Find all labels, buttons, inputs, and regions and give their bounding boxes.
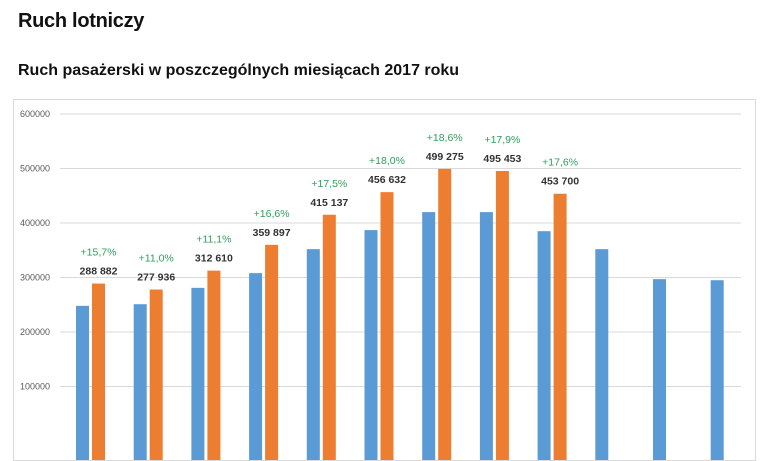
bar-previous-year bbox=[537, 231, 551, 460]
change-label: +18,6% bbox=[427, 132, 463, 144]
change-label: +18,0% bbox=[369, 155, 405, 167]
bar-current-year bbox=[265, 244, 279, 460]
y-tick-label: 300000 bbox=[20, 273, 50, 283]
bar-chart: 100000 200000 300000 400000 500000 600000 288 … bbox=[20, 109, 741, 460]
y-tick-label: 100000 bbox=[20, 382, 50, 392]
bar-current-year bbox=[380, 192, 394, 460]
bar-current-year bbox=[207, 270, 221, 460]
data-label: 415 137 bbox=[310, 197, 348, 209]
bar-previous-year bbox=[364, 230, 378, 460]
page-title: Ruch lotniczy bbox=[18, 10, 145, 32]
bar-previous-year bbox=[653, 279, 666, 460]
data-label: 453 700 bbox=[541, 176, 579, 188]
chart-container: 100000 200000 300000 400000 500000 600000 288 … bbox=[13, 99, 756, 461]
bar-previous-year bbox=[133, 304, 147, 460]
bar-current-year bbox=[149, 289, 163, 460]
change-label: +17,6% bbox=[542, 157, 578, 169]
bar-previous-year bbox=[76, 305, 89, 460]
change-label: +17,9% bbox=[484, 134, 520, 146]
y-tick-label: 200000 bbox=[20, 327, 50, 337]
bar-current-year bbox=[495, 170, 509, 460]
bar-previous-year bbox=[479, 212, 493, 460]
bar-current-year bbox=[438, 168, 452, 460]
bar-previous-year bbox=[191, 287, 205, 460]
bar-current-year bbox=[92, 283, 105, 460]
y-tick-label: 600000 bbox=[20, 109, 50, 119]
bar-previous-year bbox=[306, 249, 320, 460]
y-tick-label: 500000 bbox=[20, 164, 50, 174]
data-label: 456 632 bbox=[368, 174, 406, 186]
chart-heading: Ruch pasażerski w poszczególnych miesiąc… bbox=[18, 62, 460, 79]
bar-current-year bbox=[553, 193, 567, 460]
data-label: 288 882 bbox=[80, 266, 118, 278]
change-label: +11,0% bbox=[139, 253, 174, 265]
bar-previous-year bbox=[710, 280, 724, 460]
change-label: +11,1% bbox=[196, 234, 231, 246]
data-label: 499 275 bbox=[426, 151, 464, 163]
data-label: 312 610 bbox=[195, 253, 233, 265]
bar-previous-year bbox=[249, 273, 263, 460]
change-label: +15,7% bbox=[81, 247, 117, 259]
data-label: 495 453 bbox=[483, 153, 521, 165]
bar-previous-year bbox=[595, 249, 609, 460]
change-label: +16,6% bbox=[254, 208, 290, 220]
data-label: 359 897 bbox=[253, 227, 291, 239]
change-label: +17,5% bbox=[311, 178, 347, 190]
data-label: 277 936 bbox=[137, 272, 175, 284]
bar-previous-year bbox=[422, 212, 436, 460]
bar-current-year bbox=[322, 214, 336, 460]
y-tick-label: 400000 bbox=[20, 218, 50, 228]
